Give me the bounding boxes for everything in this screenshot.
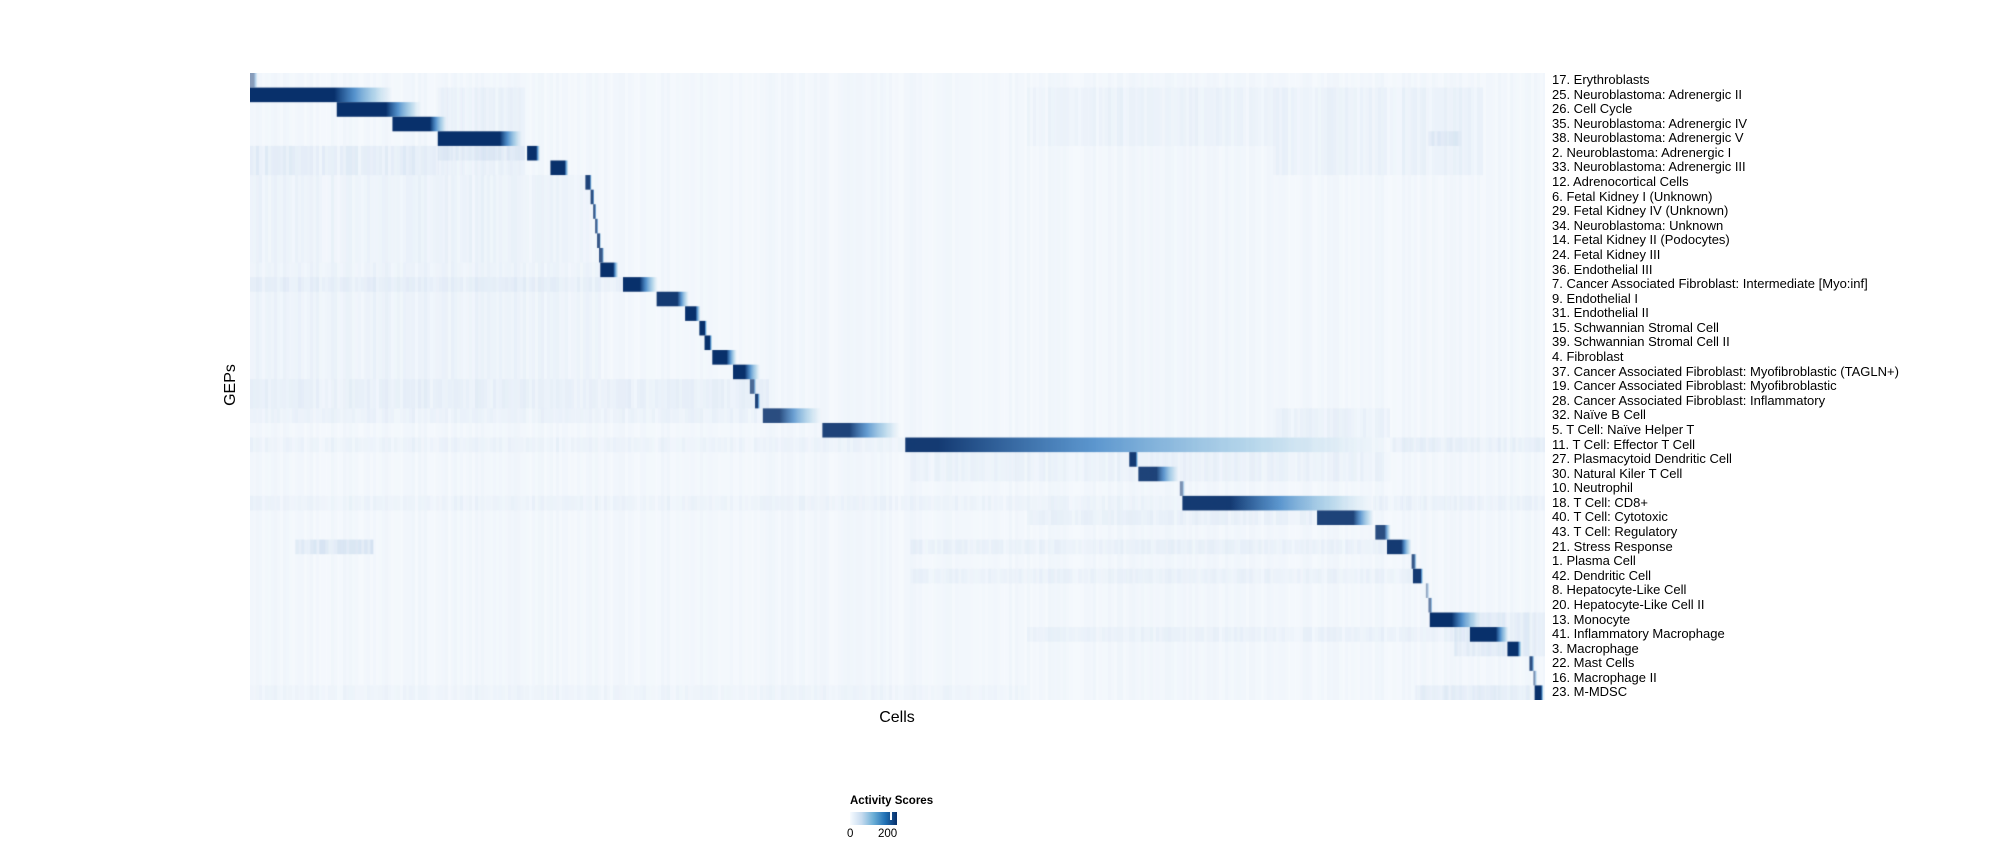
row-label: 42. Dendritic Cell <box>1552 567 1651 583</box>
row-label: 33. Neuroblastoma: Adrenergic III <box>1552 159 1746 175</box>
row-label: 43. T Cell: Regulatory <box>1552 524 1678 540</box>
row-label: 37. Cancer Associated Fibroblast: Myofib… <box>1552 363 1899 379</box>
row-label: 18. T Cell: CD8+ <box>1552 494 1648 510</box>
row-label: 6. Fetal Kidney I (Unknown) <box>1552 188 1713 204</box>
row-label: 9. Endothelial I <box>1552 290 1639 306</box>
row-label: 29. Fetal Kidney IV (Unknown) <box>1552 203 1729 219</box>
row-label: 4. Fibroblast <box>1552 349 1624 365</box>
row-label: 22. Mast Cells <box>1552 655 1635 671</box>
row-label: 16. Macrophage II <box>1552 669 1657 685</box>
row-label: 19. Cancer Associated Fibroblast: Myofib… <box>1552 378 1837 394</box>
row-label: 27. Plasmacytoid Dendritic Cell <box>1552 451 1732 467</box>
row-label: 28. Cancer Associated Fibroblast: Inflam… <box>1552 392 1826 408</box>
legend-colorbar <box>850 812 897 825</box>
legend-title: Activity Scores <box>850 795 934 807</box>
row-label: 8. Hepatocyte-Like Cell <box>1552 582 1687 598</box>
legend: Activity Scores 0 200 <box>847 795 1010 847</box>
row-label: 12. Adrenocortical Cells <box>1552 174 1689 190</box>
x-axis-label: Cells <box>879 709 915 726</box>
row-label: 30. Natural Kiler T Cell <box>1552 465 1683 481</box>
row-label: 36. Endothelial III <box>1552 261 1653 277</box>
legend-min-label: 0 <box>847 828 854 840</box>
row-label: 35. Neuroblastoma: Adrenergic IV <box>1552 115 1748 131</box>
row-label: 26. Cell Cycle <box>1552 101 1633 117</box>
row-label: 24. Fetal Kidney III <box>1552 246 1661 262</box>
row-label: 41. Inflammatory Macrophage <box>1552 626 1725 642</box>
row-label: 7. Cancer Associated Fibroblast: Interme… <box>1552 276 1868 292</box>
row-label: 2. Neuroblastoma: Adrenergic I <box>1552 144 1732 160</box>
row-label: 38. Neuroblastoma: Adrenergic V <box>1552 130 1744 146</box>
row-label: 40. T Cell: Cytotoxic <box>1552 509 1668 525</box>
row-label: 15. Schwannian Stromal Cell <box>1552 319 1719 335</box>
row-label: 13. Monocyte <box>1552 611 1631 627</box>
row-label: 17. Erythroblasts <box>1552 72 1650 87</box>
row-label: 25. Neuroblastoma: Adrenergic II <box>1552 86 1743 102</box>
row-label: 10. Neutrophil <box>1552 480 1633 496</box>
row-label: 1. Plasma Cell <box>1552 553 1636 569</box>
row-label: 21. Stress Response <box>1552 538 1673 554</box>
legend-tick-labels: 0 200 <box>847 828 970 842</box>
legend-tick-200 <box>890 812 892 820</box>
y-axis-label: GEPs <box>222 364 239 406</box>
row-label: 32. Naïve B Cell <box>1552 407 1646 423</box>
heatmap-canvas <box>250 73 1545 700</box>
row-label: 23. M-MDSC <box>1552 684 1628 700</box>
row-label: 20. Hepatocyte-Like Cell II <box>1552 596 1705 612</box>
row-label: 3. Macrophage <box>1552 640 1639 656</box>
row-label: 31. Endothelial II <box>1552 305 1649 321</box>
row-labels: 17. Erythroblasts 25. Neuroblastoma: Adre… <box>1552 72 2006 700</box>
row-label: 14. Fetal Kidney II (Podocytes) <box>1552 232 1730 248</box>
row-label: 34. Neuroblastoma: Unknown <box>1552 217 1724 233</box>
row-label: 39. Schwannian Stromal Cell II <box>1552 334 1730 350</box>
row-label: 11. T Cell: Effector T Cell <box>1552 436 1696 452</box>
legend-max-label: 200 <box>878 828 898 840</box>
row-label: 5. T Cell: Naïve Helper T <box>1552 421 1695 437</box>
